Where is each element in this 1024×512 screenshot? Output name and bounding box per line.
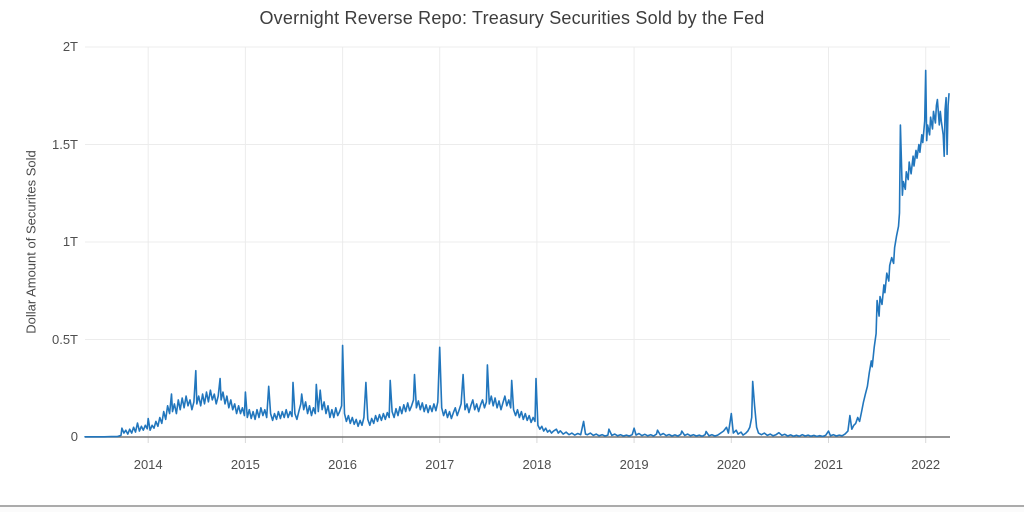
chart-title: Overnight Reverse Repo: Treasury Securit…	[259, 8, 765, 28]
window-bottom-margin	[0, 507, 1024, 512]
window-bottom-edge	[0, 505, 1024, 507]
y-tick-label: 1T	[62, 234, 78, 249]
x-tick-label: 2017	[425, 457, 455, 472]
x-tick-label: 2018	[522, 457, 552, 472]
y-tick-label: 1.5T	[51, 136, 78, 152]
x-tick-label: 2014	[133, 457, 163, 472]
x-tick-label: 2021	[814, 457, 843, 472]
x-tick-label: 2022	[911, 457, 941, 472]
x-tick-label: 2019	[619, 457, 649, 472]
data-line-on-rrp	[84, 69, 950, 438]
y-tick-label: 0.5T	[51, 331, 78, 347]
x-tick-label: 2015	[230, 457, 260, 472]
y-tick-label: 0	[70, 429, 78, 444]
y-tick-label: 2T	[62, 39, 78, 54]
x-tick-label: 2020	[716, 457, 746, 472]
x-tick-label: 2016	[328, 457, 358, 472]
